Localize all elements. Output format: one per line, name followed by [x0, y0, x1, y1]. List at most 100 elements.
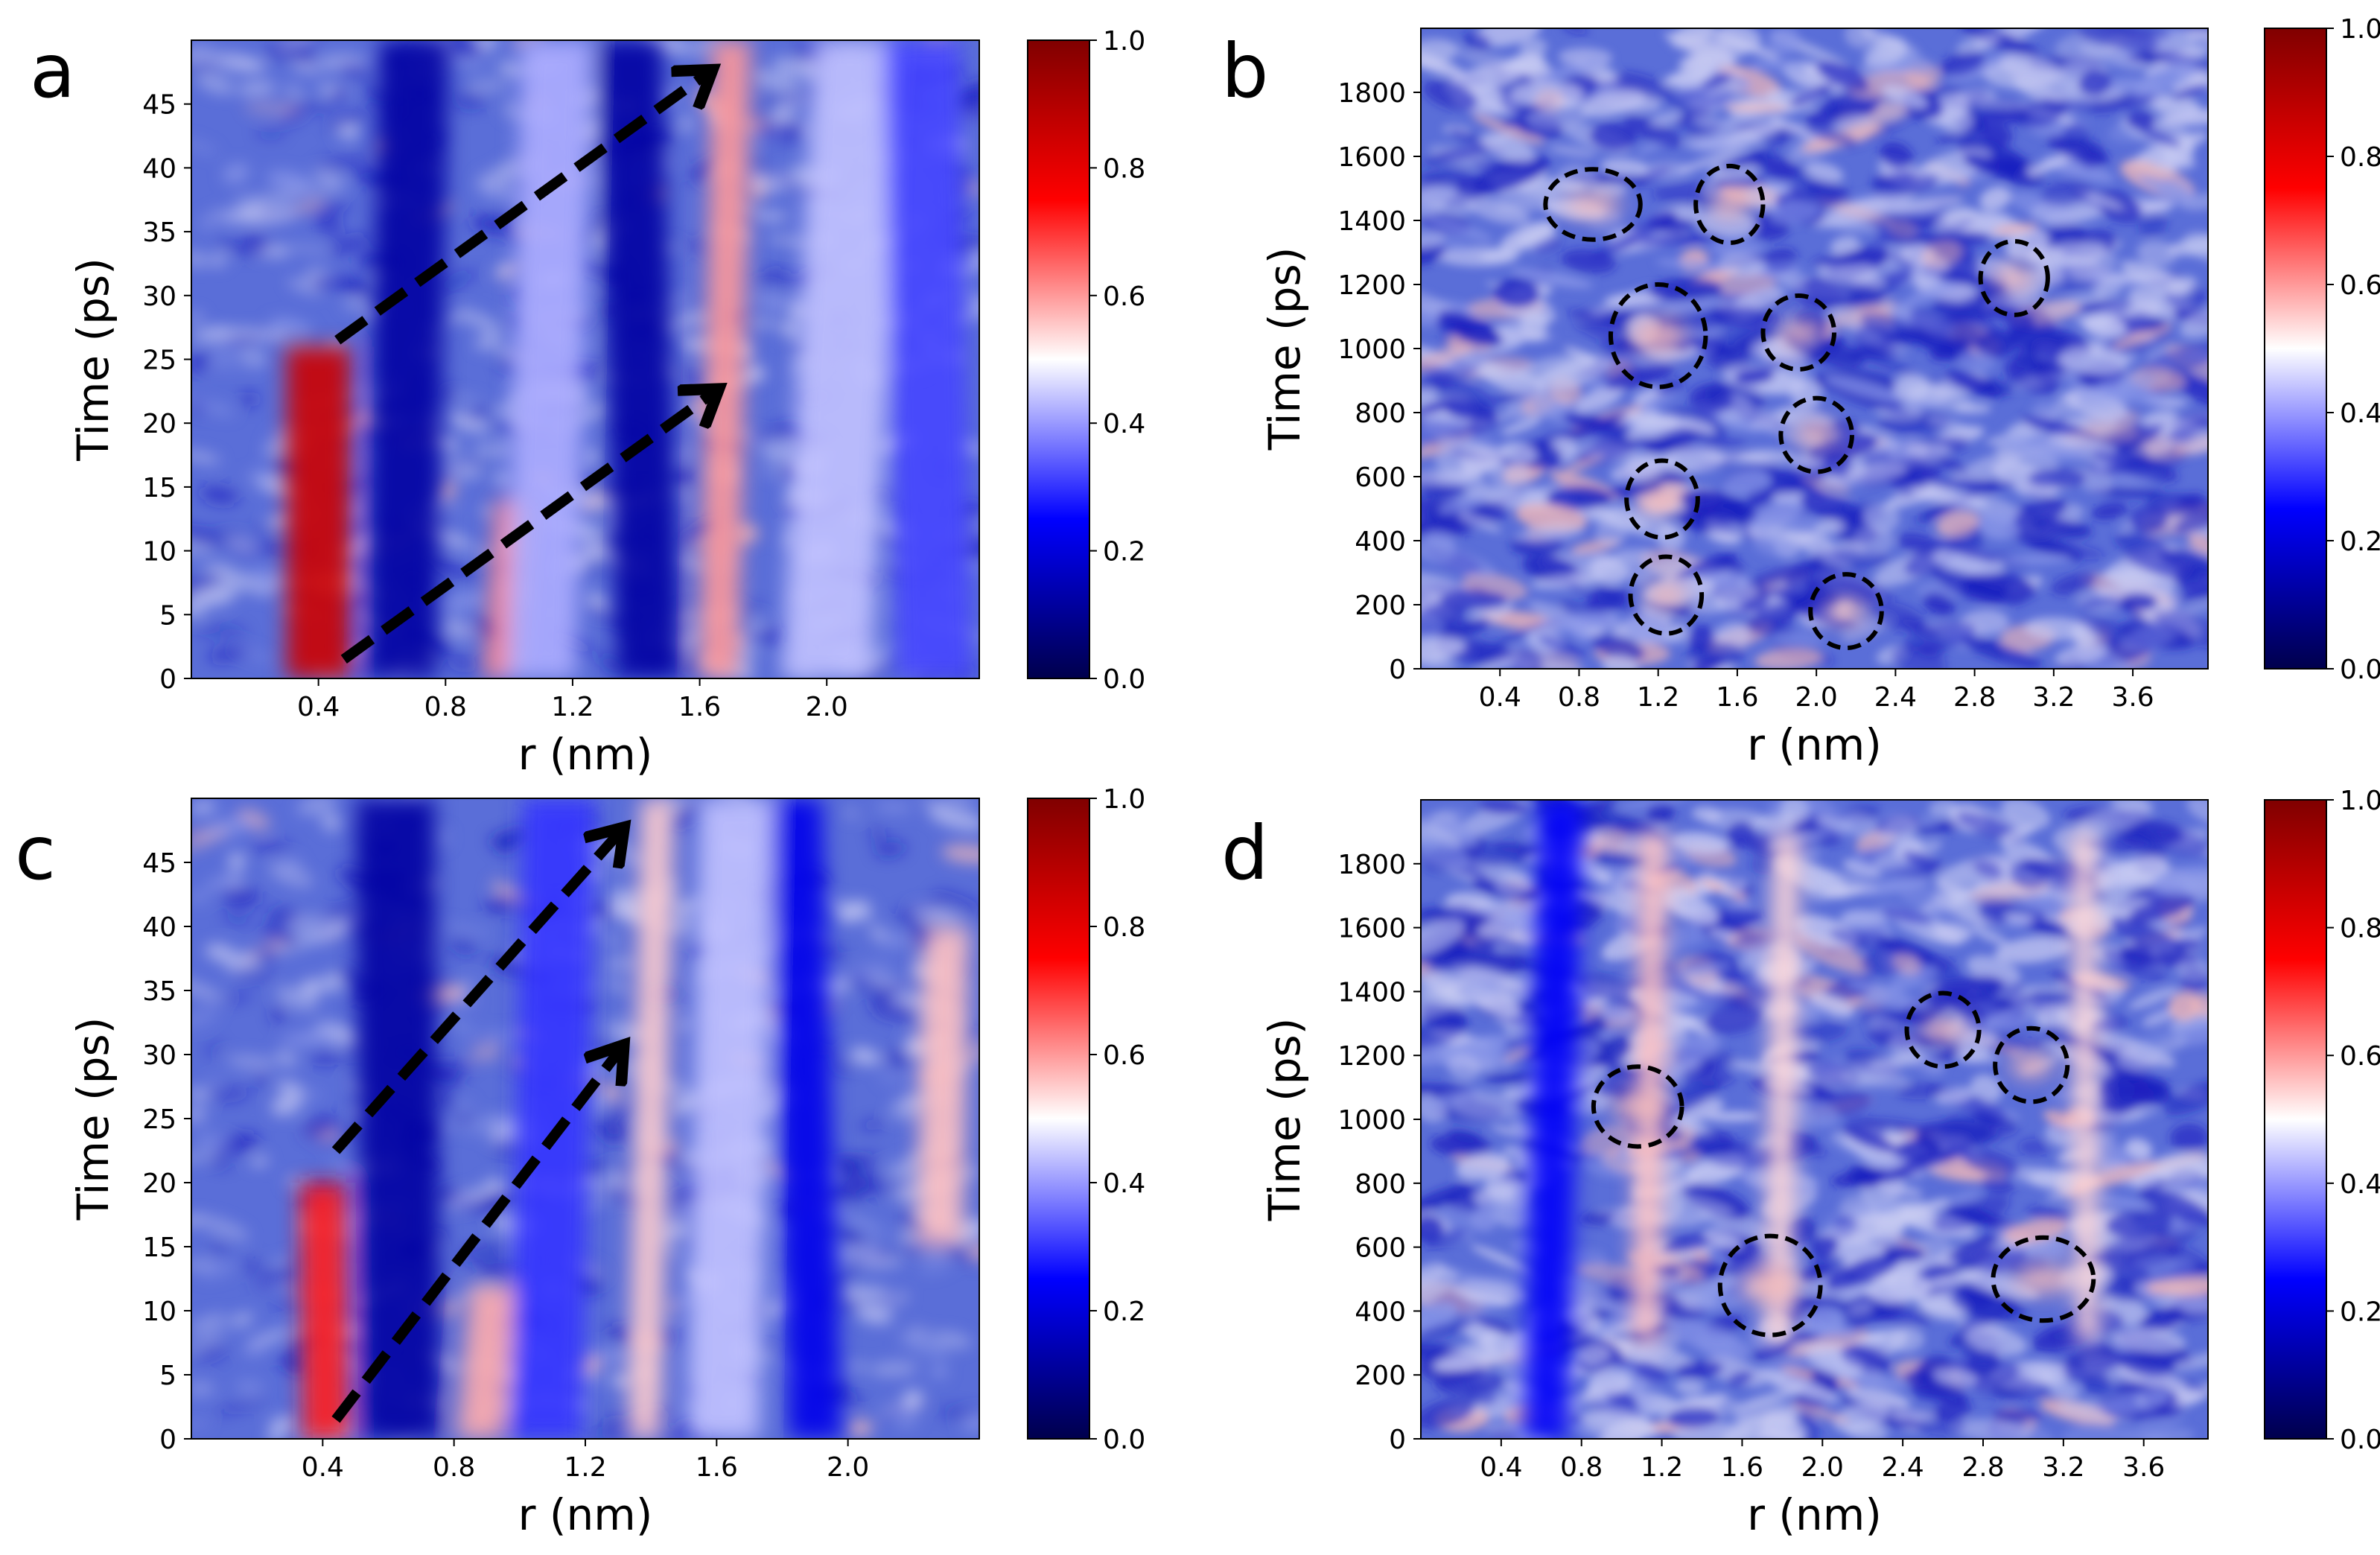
- texture-blob: [2077, 372, 2156, 404]
- texture-blob: [575, 558, 611, 578]
- texture-blob: [244, 1338, 271, 1356]
- dashed-circle-5: [1760, 293, 1837, 372]
- texture-blob: [2051, 573, 2098, 595]
- x-tick-label: 1.6: [1716, 682, 1758, 713]
- texture-blob: [1787, 1002, 1833, 1015]
- texture-blob: [1478, 363, 1547, 397]
- texture-blob: [2095, 1195, 2159, 1211]
- texture-blob: [1923, 592, 1955, 616]
- texture-blob: [1761, 468, 1825, 496]
- texture-blob: [1723, 36, 1779, 59]
- texture-blob: [2081, 467, 2112, 495]
- texture-blob: [1748, 499, 1804, 531]
- y-tick-label: 10: [142, 537, 176, 567]
- texture-blob: [1651, 1192, 1734, 1215]
- texture-blob: [2040, 179, 2092, 207]
- texture-blob: [1961, 124, 1988, 144]
- texture-blob: [2003, 1218, 2067, 1244]
- texture-blob: [219, 992, 253, 1003]
- texture-blob: [1492, 279, 1541, 308]
- texture-blob: [827, 1180, 878, 1195]
- panel-a: 0.4 0.8 1.2 1.6 2.0 0 5 10 15 20 25 30 35 40 45 r (nm) T…: [30, 26, 1145, 780]
- texture-blob: [1825, 1253, 1901, 1291]
- texture-blob: [2142, 343, 2208, 376]
- texture-blob: [1437, 618, 1491, 640]
- texture-blob: [2126, 111, 2156, 130]
- texture-blob: [1455, 982, 1503, 999]
- texture-blob: [844, 1362, 869, 1371]
- hotspot: [1921, 1017, 1965, 1043]
- texture-blob: [2135, 1028, 2188, 1058]
- texture-blob: [299, 1022, 342, 1046]
- texture-blob: [1738, 449, 1797, 464]
- texture-blob: [271, 1093, 302, 1116]
- hotspot: [2013, 1264, 2074, 1294]
- x-tick-label: 1.6: [1721, 1452, 1763, 1483]
- texture-blob: [1421, 185, 1475, 215]
- texture-blob: [191, 1006, 220, 1029]
- texture-blob: [1421, 1215, 1445, 1242]
- heatmap-d: [1421, 800, 2208, 1439]
- texture-blob: [450, 935, 477, 956]
- texture-blob: [863, 973, 912, 991]
- texture-blob: [296, 798, 337, 816]
- texture-blob: [758, 1340, 778, 1352]
- colorbar-tick-label: 0.2: [2340, 527, 2380, 557]
- colorbar-tick-label: 0.0: [1103, 1425, 1145, 1455]
- x-tick-label: 2.0: [1795, 682, 1838, 713]
- texture-blob: [1815, 519, 1845, 534]
- texture-blob: [1882, 84, 1928, 109]
- x-tick-label: 3.6: [2122, 1452, 2165, 1483]
- texture-blob: [315, 925, 349, 943]
- texture-blob: [1804, 101, 1877, 127]
- texture-blob: [1961, 1270, 2040, 1300]
- texture-blob: [226, 537, 258, 553]
- texture-blob: [1421, 836, 1469, 871]
- texture-blob: [1421, 168, 1472, 180]
- texture-blob: [2153, 607, 2208, 649]
- texture-blob: [2140, 410, 2178, 427]
- texture-blob: [1636, 161, 1693, 179]
- hotspot: [1824, 598, 1868, 624]
- texture-blob: [1921, 241, 1961, 268]
- texture-blob: [1970, 926, 2008, 945]
- texture-blob: [1681, 419, 1716, 433]
- texture-blob: [1833, 1402, 1889, 1433]
- y-tick-label: 600: [1355, 1233, 1406, 1264]
- texture-blob: [2118, 1350, 2176, 1377]
- texture-blob: [593, 1014, 636, 1031]
- texture-blob: [2190, 993, 2208, 1017]
- texture-blob: [2172, 506, 2208, 533]
- texture-blob: [1862, 992, 1932, 1010]
- texture-blob: [1421, 220, 1473, 255]
- x-tick-label: 2.4: [1874, 682, 1917, 713]
- texture-blob: [666, 311, 719, 326]
- texture-blob: [758, 269, 786, 285]
- texture-blob: [1515, 523, 1585, 544]
- texture-blob: [1675, 86, 1735, 109]
- texture-blob: [1905, 382, 1974, 412]
- texture-blob: [299, 1090, 324, 1101]
- texture-blob: [2138, 1186, 2208, 1226]
- x-tick-label: 3.2: [2042, 1452, 2084, 1483]
- texture-blob: [302, 1116, 339, 1139]
- texture-blob: [1579, 1410, 1659, 1439]
- texture-blob: [1868, 1051, 1926, 1069]
- texture-blob: [191, 827, 229, 852]
- texture-blob: [1961, 28, 2040, 57]
- density-band: [1764, 831, 1801, 1343]
- colorbar-tick-label: 1.0: [1103, 784, 1145, 815]
- texture-blob: [1891, 1144, 1972, 1177]
- x-tick-label: 3.2: [2032, 682, 2075, 713]
- texture-blob: [932, 890, 979, 913]
- texture-blob: [267, 171, 311, 192]
- texture-blob: [1706, 531, 1742, 544]
- x-axis-label: r (nm): [518, 729, 653, 780]
- texture-blob: [241, 391, 258, 407]
- texture-blob: [466, 80, 509, 92]
- texture-blob: [1439, 589, 1509, 611]
- texture-blob: [1899, 887, 1953, 909]
- texture-blob: [1604, 505, 1676, 539]
- texture-blob: [1722, 470, 1770, 496]
- x-tick-label: 0.4: [1479, 682, 1521, 713]
